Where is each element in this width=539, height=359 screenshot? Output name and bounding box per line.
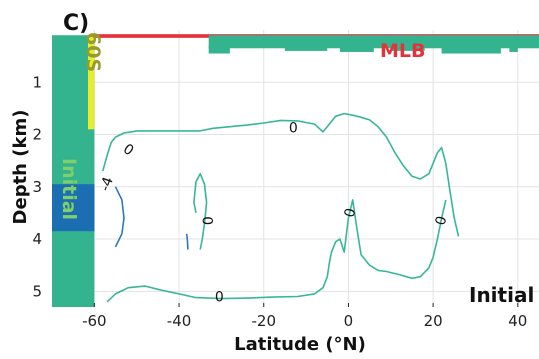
initial-right-label: Initial: [469, 283, 534, 307]
region-initial-tag: [52, 184, 95, 232]
contour-value-label-3: 0: [199, 216, 215, 225]
land-step-1: [284, 45, 328, 51]
contour-line-2: [193, 172, 208, 250]
panel-label: C): [63, 11, 89, 36]
initial-left-label: Initial: [58, 158, 80, 220]
x-tick-label-5: 40: [508, 312, 527, 330]
contour-value-label-0: 0: [120, 141, 136, 159]
x-tick-label-3: 0: [344, 312, 354, 330]
contour-line-1: [106, 199, 447, 303]
contour-value-label-4: 0: [342, 207, 360, 220]
mlb-label: MLB: [380, 40, 426, 62]
y-tick-label-0: 1: [32, 73, 42, 91]
land-step-5: [509, 45, 518, 52]
y-axis-label: Depth (km): [10, 110, 31, 225]
x-axis-label: Latitude (°N): [234, 334, 366, 355]
sixty-s-label: 60S: [82, 32, 104, 72]
land-step-0: [208, 45, 230, 54]
land-step-3: [390, 45, 425, 51]
x-axis-ticks: -60 -40 -20 0 20 40: [82, 303, 527, 330]
contour-line-4: [185, 233, 189, 250]
region-land-left: [52, 35, 95, 308]
y-tick-label-4: 5: [32, 282, 42, 300]
contour-value-label-6: 0: [215, 290, 224, 306]
land-step-2: [339, 45, 374, 52]
y-tick-label-3: 4: [32, 230, 42, 248]
region-60s-tag: [87, 35, 95, 130]
y-tick-label-1: 2: [32, 126, 42, 144]
x-tick-label-4: 20: [424, 312, 443, 330]
y-axis-ticks: 1 2 3 4 5: [32, 73, 42, 300]
x-tick-label-2: -20: [251, 312, 276, 330]
contour-line-3: [114, 186, 125, 248]
x-tick-label-1: -40: [167, 312, 192, 330]
land-step-4: [441, 45, 501, 54]
contour-value-label-5: 0: [433, 214, 451, 227]
region-land-top: [208, 35, 539, 49]
contour-value-label-2: -4: [97, 175, 117, 194]
grid: [52, 30, 539, 307]
contour-value-label-1: 0: [289, 120, 298, 136]
x-tick-label-0: -60: [82, 312, 107, 330]
shaded-regions: [52, 34, 539, 308]
y-tick-label-2: 3: [32, 178, 42, 196]
contour-line-0: [102, 112, 460, 237]
contour-lines: [102, 112, 460, 303]
